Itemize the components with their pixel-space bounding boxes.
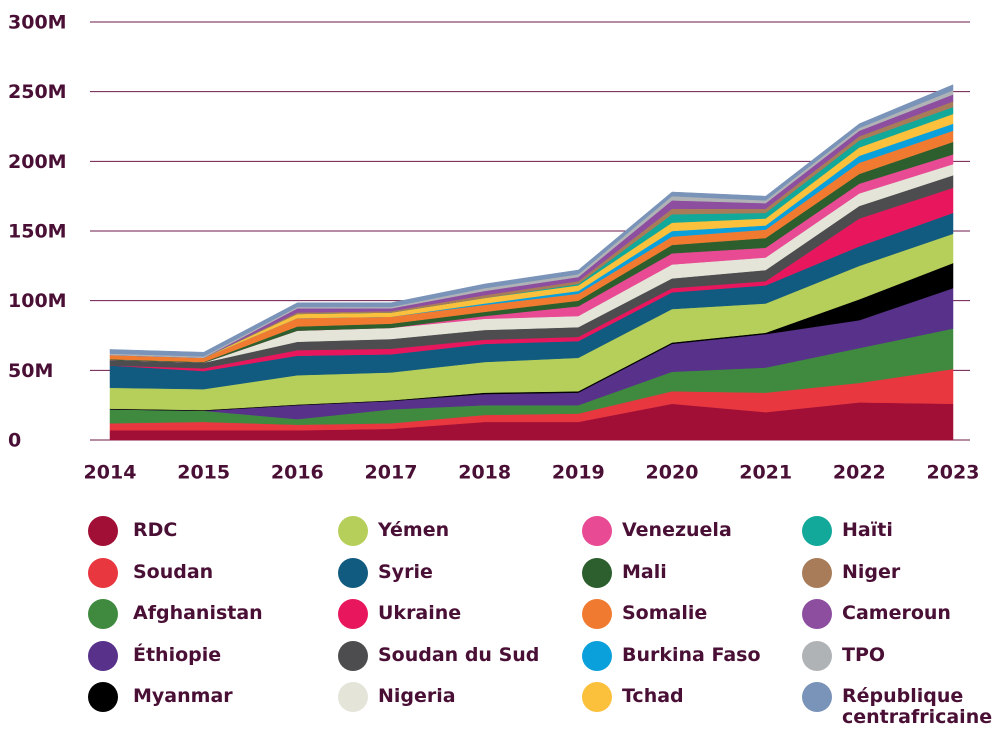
x-tick-label: 2023: [927, 462, 980, 484]
legend-label: Haïti: [842, 519, 893, 541]
y-tick-label: 200M: [8, 151, 67, 173]
y-tick-label: 250M: [8, 81, 67, 103]
legend-label: Syrie: [378, 561, 433, 583]
legend-swatch: [802, 516, 832, 546]
x-tick-label: 2014: [84, 462, 137, 484]
legend-swatch: [338, 682, 368, 712]
legend-swatch: [88, 641, 118, 671]
legend-label: Mali: [622, 561, 667, 583]
x-tick-label: 2019: [552, 462, 605, 484]
x-tick-label: 2018: [458, 462, 511, 484]
x-tick-label: 2017: [365, 462, 418, 484]
legend-label: Soudan: [133, 561, 214, 583]
legend-swatch: [88, 682, 118, 712]
legend-label: RDC: [133, 519, 178, 541]
legend-swatch: [582, 682, 612, 712]
legend-swatch: [582, 641, 612, 671]
legend-label: Cameroun: [842, 602, 951, 624]
legend-swatch: [88, 516, 118, 546]
legend-swatch: [338, 641, 368, 671]
legend-swatch: [582, 516, 612, 546]
x-tick-label: 2022: [833, 462, 886, 484]
legend-label: Ukraine: [378, 602, 462, 624]
legend-swatch: [802, 599, 832, 629]
legend-swatch: [88, 558, 118, 588]
legend-label: Somalie: [622, 602, 708, 624]
x-tick-label: 2020: [646, 462, 699, 484]
legend-swatch: [338, 558, 368, 588]
legend-label: Burkina Faso: [622, 644, 761, 666]
y-tick-label: 100M: [8, 290, 67, 312]
legend-swatch: [582, 599, 612, 629]
legend-label: Éthiopie: [133, 644, 222, 666]
legend-label: Myanmar: [133, 685, 233, 707]
legend-label: Venezuela: [622, 519, 732, 541]
y-tick-label: 50M: [8, 360, 53, 382]
legend-swatch: [802, 682, 832, 712]
legend-label: TPO: [842, 644, 886, 666]
x-tick-label: 2015: [177, 462, 230, 484]
area: [109, 84, 954, 357]
legend-swatch: [338, 599, 368, 629]
y-tick-label: 300M: [8, 12, 67, 34]
x-tick-label: 2021: [739, 462, 792, 484]
legend-swatch: [338, 516, 368, 546]
legend-label: Afghanistan: [133, 602, 263, 624]
legend-label: Tchad: [622, 685, 684, 707]
y-tick-label: 0: [8, 430, 21, 452]
legend-swatch: [802, 558, 832, 588]
legend-label: Soudan du Sud: [378, 644, 540, 666]
legend-label: Niger: [842, 561, 901, 583]
x-tick-label: 2016: [271, 462, 324, 484]
y-tick-label: 150M: [8, 221, 67, 243]
legend-label: Nigeria: [378, 685, 456, 707]
legend-swatch: [582, 558, 612, 588]
legend-label: République centrafricaine: [842, 685, 993, 728]
legend-swatch: [802, 641, 832, 671]
legend-label: Yémen: [378, 519, 450, 541]
legend-swatch: [88, 599, 118, 629]
